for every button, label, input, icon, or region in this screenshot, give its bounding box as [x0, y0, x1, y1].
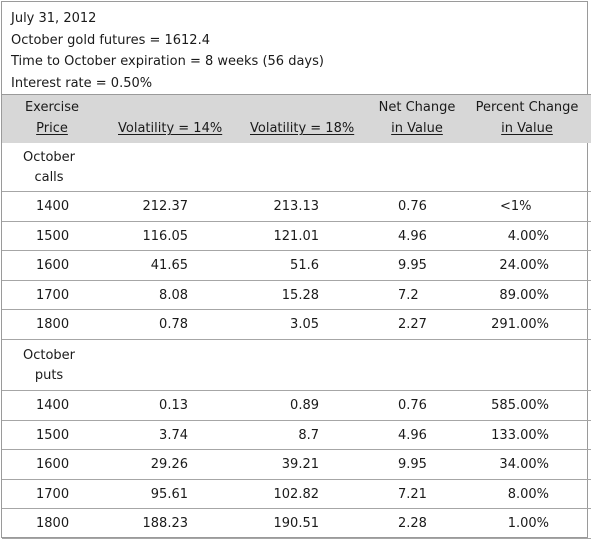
vol18-cell: 15.28	[281, 287, 319, 303]
percent-change-cell: 34.00%	[499, 457, 549, 473]
puts-row: 1700 95.61 102.82 7.21 8.00%	[2, 480, 591, 510]
vol14-cell: 116.05	[142, 228, 189, 244]
percent-change-cell: 291.00%	[491, 317, 549, 333]
info-block: July 31, 2012 October gold futures = 161…	[11, 8, 324, 94]
net-change-cell: 2.28	[398, 516, 427, 532]
vol14-cell: 212.37	[142, 199, 189, 214]
expiration-line: Time to October expiration = 8 weeks (56…	[11, 54, 324, 69]
header-net-change-line2: in Value	[391, 121, 443, 136]
percent-change-cell: 133.00%	[491, 427, 549, 443]
percent-change-cell: 4.00%	[507, 228, 549, 244]
net-change-cell: 9.95	[398, 258, 427, 274]
info-divider	[2, 94, 591, 95]
puts-label-line1: October	[23, 348, 76, 363]
net-change-cell: 7.21	[398, 486, 427, 502]
vol18-cell: 121.01	[273, 228, 320, 244]
calls-label-line2: calls	[34, 170, 64, 185]
header-percent-change: Percent Change in Value	[472, 97, 582, 139]
calls-section-label: October calls	[23, 148, 75, 188]
strike-cell: 1400	[36, 398, 70, 413]
vol18-cell: 8.7	[298, 427, 319, 443]
strike-cell: 1400	[36, 199, 70, 214]
vol18-cell: 102.82	[273, 486, 320, 502]
vol18-cell: 51.6	[290, 258, 319, 274]
vol18-cell: 213.13	[273, 199, 320, 214]
calls-row: 1400 212.37 213.13 0.76 <1%	[2, 192, 591, 222]
vol14-cell: 0.78	[159, 317, 188, 333]
percent-change-cell: 89.00%	[499, 287, 549, 303]
puts-label-line2: puts	[34, 368, 64, 383]
puts-section-row: October puts	[2, 340, 591, 391]
net-change-cell: 4.96	[398, 427, 427, 443]
calls-section-row: October calls	[2, 143, 591, 192]
puts-row: 1500 3.74 8.7 4.96 133.00%	[2, 421, 591, 451]
calls-row: 1700 8.08 15.28 7.2 89.00%	[2, 281, 591, 311]
vol14-cell: 41.65	[150, 258, 188, 274]
strike-cell: 1500	[36, 427, 70, 443]
calls-row: 1500 116.05 121.01 4.96 4.00%	[2, 222, 591, 252]
puts-row: 1600 29.26 39.21 9.95 34.00%	[2, 450, 591, 480]
vol14-cell: 95.61	[150, 486, 188, 502]
header-exercise-line1: Exercise	[24, 100, 80, 115]
vol14-cell: 29.26	[150, 457, 188, 473]
header-percent-change-line2: in Value	[501, 121, 553, 136]
net-change-cell: 2.27	[398, 317, 427, 333]
strike-cell: 1800	[36, 516, 70, 532]
header-volatility-18: Volatility = 18%	[250, 121, 355, 136]
strike-cell: 1500	[36, 228, 70, 244]
net-change-cell: 9.95	[398, 457, 427, 473]
futures-line: October gold futures = 1612.4	[11, 32, 210, 48]
percent-change-cell: 24.00%	[499, 258, 549, 274]
calls-row: 1800 0.78 3.05 2.27 291.00%	[2, 310, 591, 340]
net-change-cell: 4.96	[398, 228, 427, 244]
puts-section-label: October puts	[23, 346, 75, 386]
percent-change-cell: 8.00%	[507, 486, 549, 502]
strike-cell: 1600	[36, 457, 70, 473]
strike-cell: 1700	[36, 486, 70, 502]
percent-change-cell: 585.00%	[491, 398, 549, 413]
puts-row: 1800 188.23 190.51 2.28 1.00%	[2, 509, 591, 539]
percent-change-cell: 1.00%	[507, 516, 549, 532]
table-header: Exercise Price Volatility = 14% Volatili…	[2, 95, 591, 143]
vol18-cell: 0.89	[290, 398, 319, 413]
vol18-cell: 39.21	[281, 457, 319, 473]
vol14-cell: 0.13	[159, 398, 188, 413]
header-percent-change-line1: Percent Change	[475, 100, 579, 115]
percent-change-cell: <1%	[500, 199, 532, 214]
calls-label-line1: October	[23, 150, 76, 165]
header-volatility-14: Volatility = 14%	[118, 121, 223, 136]
vol14-cell: 188.23	[142, 516, 189, 532]
interest-rate-line: Interest rate = 0.50%	[11, 75, 153, 91]
strike-cell: 1800	[36, 317, 70, 333]
vol14-cell: 3.74	[159, 427, 188, 443]
net-change-cell: 0.76	[398, 199, 427, 214]
date-line: July 31, 2012	[11, 11, 97, 26]
vol18-cell: 190.51	[273, 516, 320, 532]
strike-cell: 1700	[36, 287, 70, 303]
net-change-cell: 7.2	[398, 287, 419, 303]
vol14-cell: 8.08	[159, 287, 188, 303]
calls-row: 1600 41.65 51.6 9.95 24.00%	[2, 251, 591, 281]
header-exercise-line2: Price	[36, 121, 68, 136]
strike-cell: 1600	[36, 258, 70, 274]
vol18-cell: 3.05	[290, 317, 319, 333]
header-exercise-price: Exercise Price	[20, 97, 84, 139]
header-net-change: Net Change in Value	[372, 97, 462, 139]
net-change-cell: 0.76	[398, 398, 427, 413]
puts-row: 1400 0.13 0.89 0.76 585.00%	[2, 391, 591, 421]
header-net-change-line1: Net Change	[378, 100, 456, 115]
